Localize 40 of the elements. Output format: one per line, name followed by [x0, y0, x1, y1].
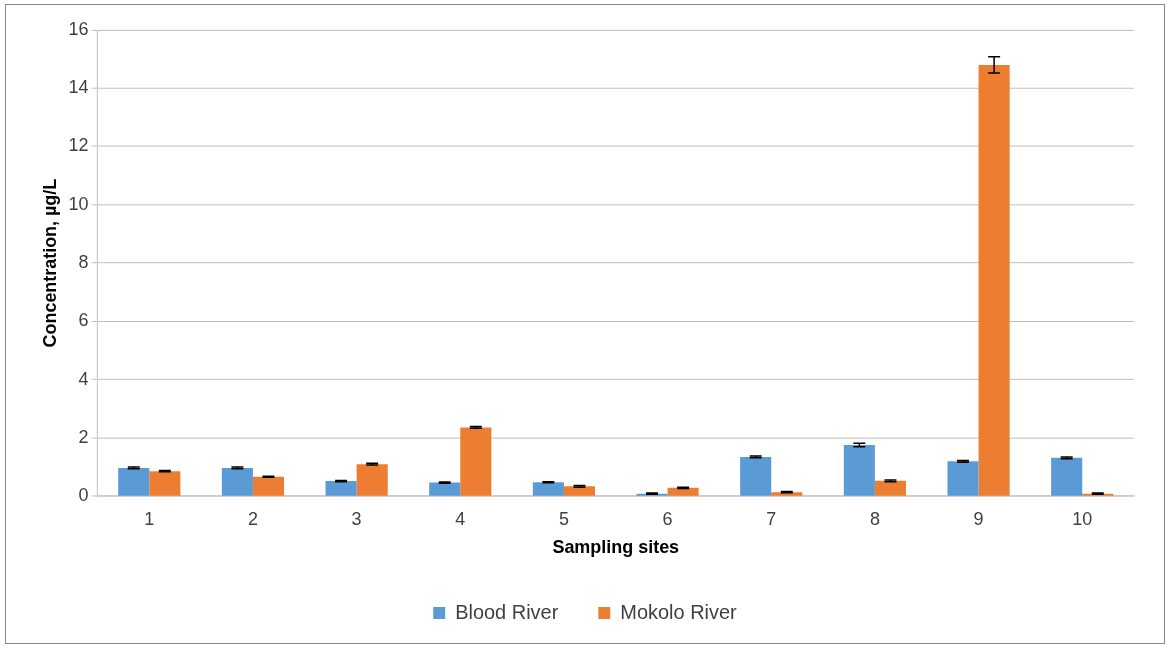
legend-label: Mokolo River — [620, 600, 738, 623]
bar — [532, 482, 564, 496]
y-tick-label: 12 — [68, 135, 89, 156]
x-axis-title: Sampling sites — [552, 537, 680, 558]
bar — [978, 64, 1010, 496]
x-tick-label: 5 — [558, 508, 569, 529]
y-tick-label: 0 — [78, 485, 89, 506]
bar — [221, 467, 253, 496]
bar — [1051, 457, 1083, 496]
y-tick-label: 4 — [78, 368, 89, 389]
x-tick-label: 6 — [662, 508, 673, 529]
x-tick-label: 8 — [869, 508, 880, 529]
y-tick-label: 2 — [78, 426, 89, 447]
bar — [149, 471, 181, 496]
y-tick-label: 16 — [68, 18, 89, 39]
y-tick-label: 14 — [68, 77, 89, 98]
legend-label: Blood River — [455, 600, 559, 623]
bar — [740, 456, 772, 496]
y-tick-label: 6 — [78, 310, 89, 331]
x-tick-label: 9 — [973, 508, 984, 529]
y-axis-title: Concentration, µg/L — [39, 178, 60, 348]
bar — [667, 487, 699, 496]
x-tick-label: 3 — [351, 508, 362, 529]
bar — [947, 461, 979, 496]
y-tick-label: 10 — [68, 193, 89, 214]
bar — [874, 480, 906, 496]
bar — [356, 464, 388, 496]
x-tick-label: 7 — [766, 508, 777, 529]
bar — [252, 476, 285, 496]
y-tick-label: 8 — [78, 252, 89, 273]
x-tick-label: 1 — [144, 508, 155, 529]
bar — [843, 444, 875, 496]
bar — [429, 482, 461, 496]
bar — [118, 467, 150, 496]
x-tick-label: 10 — [1072, 508, 1093, 529]
bar — [563, 486, 596, 496]
bar — [325, 481, 357, 496]
bar — [460, 427, 492, 496]
x-tick-label: 4 — [455, 508, 466, 529]
x-tick-label: 2 — [247, 508, 258, 529]
